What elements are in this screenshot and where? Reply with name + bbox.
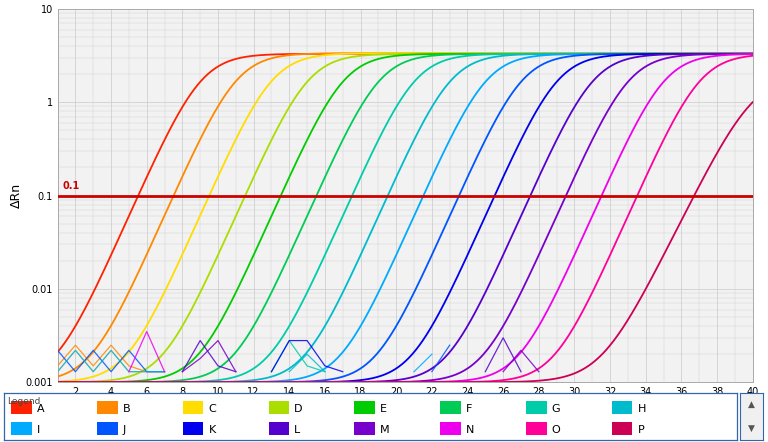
Text: I: I: [37, 425, 40, 434]
Y-axis label: ΔRn: ΔRn: [9, 183, 22, 208]
Text: D: D: [294, 404, 303, 414]
FancyBboxPatch shape: [354, 422, 375, 435]
Text: K: K: [208, 425, 216, 434]
Text: Legend: Legend: [8, 396, 41, 406]
Text: E: E: [380, 404, 387, 414]
FancyBboxPatch shape: [612, 422, 632, 435]
Text: F: F: [466, 404, 472, 414]
Text: N: N: [466, 425, 475, 434]
Text: P: P: [637, 425, 644, 434]
Text: H: H: [637, 404, 646, 414]
Text: ▲: ▲: [748, 400, 754, 409]
FancyBboxPatch shape: [440, 422, 461, 435]
FancyBboxPatch shape: [97, 401, 118, 414]
Text: L: L: [294, 425, 300, 434]
Text: O: O: [551, 425, 561, 434]
FancyBboxPatch shape: [526, 401, 547, 414]
Text: G: G: [551, 404, 561, 414]
FancyBboxPatch shape: [440, 401, 461, 414]
FancyBboxPatch shape: [269, 401, 289, 414]
Text: ▼: ▼: [748, 424, 754, 433]
Text: J: J: [123, 425, 126, 434]
Text: 0.1: 0.1: [63, 181, 80, 191]
FancyBboxPatch shape: [612, 401, 632, 414]
Text: A: A: [37, 404, 45, 414]
FancyBboxPatch shape: [354, 401, 375, 414]
FancyBboxPatch shape: [97, 422, 118, 435]
Text: C: C: [208, 404, 217, 414]
FancyBboxPatch shape: [12, 401, 31, 414]
Text: B: B: [123, 404, 131, 414]
Text: M: M: [380, 425, 389, 434]
FancyBboxPatch shape: [269, 422, 289, 435]
FancyBboxPatch shape: [526, 422, 547, 435]
FancyBboxPatch shape: [183, 401, 204, 414]
FancyBboxPatch shape: [183, 422, 204, 435]
X-axis label: Cycle: Cycle: [388, 400, 422, 413]
FancyBboxPatch shape: [12, 422, 31, 435]
